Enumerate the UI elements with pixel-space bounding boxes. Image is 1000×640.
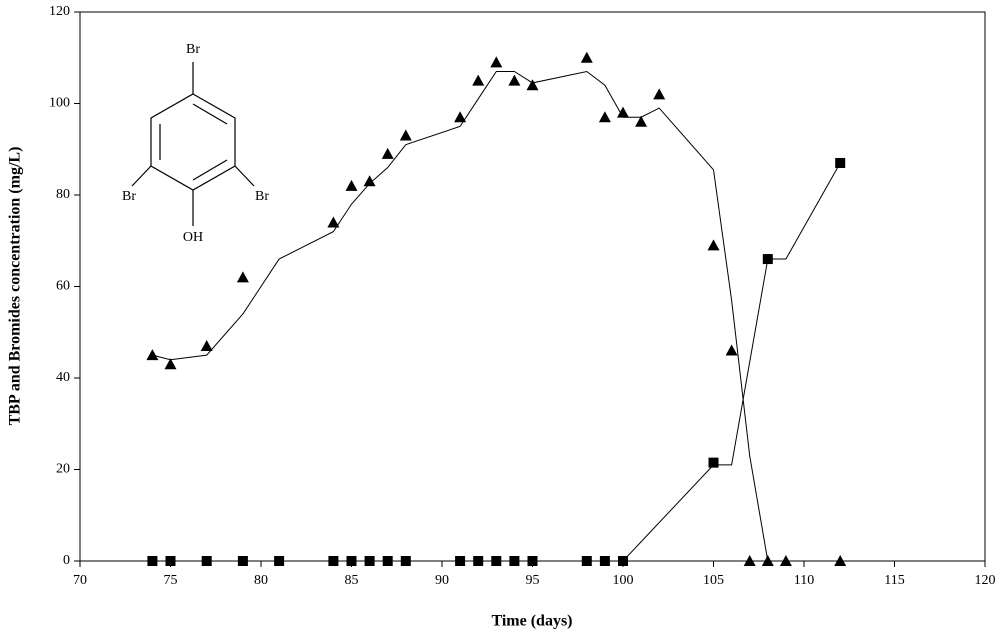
y-tick-label: 100	[49, 96, 70, 111]
y-tick-label: 120	[49, 4, 70, 19]
x-tick-label: 120	[975, 573, 996, 588]
x-tick-label: 105	[703, 573, 724, 588]
triangle-marker	[508, 74, 521, 86]
triangle-marker	[490, 56, 503, 68]
triangle-marker	[635, 115, 648, 127]
x-tick-label: 95	[526, 573, 540, 588]
triangle-marker	[363, 175, 376, 187]
triangle-marker	[707, 239, 720, 251]
triangle-marker	[146, 349, 159, 361]
triangle-marker	[598, 111, 611, 123]
structure-label: Br	[255, 189, 269, 204]
structure-label: Br	[186, 42, 200, 57]
plot-frame	[79, 11, 986, 562]
triangle-marker	[580, 51, 593, 63]
triangle-marker	[779, 555, 792, 566]
y-tick-label: 80	[56, 187, 70, 202]
triangle-marker	[327, 216, 340, 228]
y-tick-label: 20	[56, 462, 70, 477]
triangle-marker	[653, 88, 666, 100]
y-tick-label: 40	[56, 370, 70, 385]
y-tick-label: 0	[63, 553, 70, 568]
triangle-marker	[617, 106, 629, 118]
triangle-marker	[526, 79, 539, 91]
triangle-marker	[725, 344, 738, 356]
triangle-marker	[834, 555, 847, 566]
x-tick-label: 70	[73, 573, 87, 588]
x-axis-label: Time (days)	[491, 613, 572, 630]
structure-label: OH	[183, 230, 203, 245]
triangle-marker	[399, 129, 412, 141]
triangle-marker	[472, 74, 485, 86]
triangle-marker	[454, 111, 467, 123]
series-line	[152, 162, 841, 562]
x-tick-label: 115	[884, 573, 904, 588]
triangle-marker	[236, 271, 249, 283]
triangle-marker	[164, 358, 177, 370]
x-tick-label: 75	[164, 573, 178, 588]
x-tick-label: 90	[435, 573, 449, 588]
bond	[192, 159, 228, 181]
bond	[192, 103, 228, 125]
structure-label: Br	[122, 189, 136, 204]
bond	[234, 165, 255, 187]
benzene-ring	[150, 93, 236, 191]
triangle-marker	[200, 339, 213, 351]
bond	[131, 165, 152, 187]
y-axis-label: TBP and Bromides concentration (mg/L)	[7, 147, 24, 426]
x-tick-label: 110	[794, 573, 814, 588]
y-tick-label: 60	[56, 279, 70, 294]
x-tick-label: 80	[254, 573, 268, 588]
triangle-marker	[743, 555, 756, 566]
structure	[131, 62, 255, 226]
series-line	[152, 70, 769, 562]
square-marker	[708, 457, 719, 468]
triangle-marker	[381, 147, 394, 159]
triangle-marker	[345, 179, 358, 191]
x-tick-label: 85	[345, 573, 359, 588]
x-tick-label: 100	[613, 573, 634, 588]
